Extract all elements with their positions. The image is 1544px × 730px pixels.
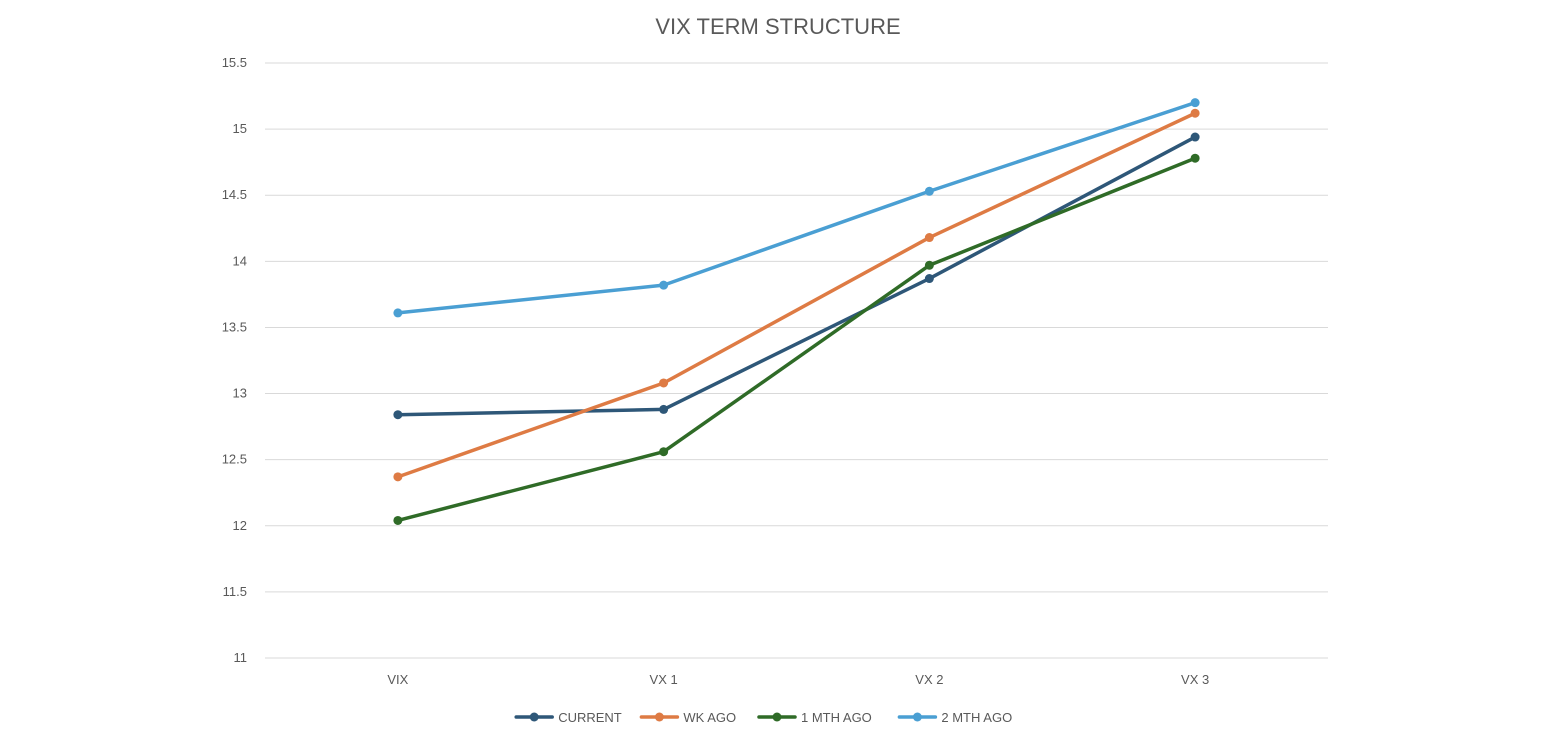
data-point <box>1190 132 1200 142</box>
series-wk-ago <box>393 108 1200 482</box>
x-tick-label: VIX <box>387 672 408 687</box>
data-point <box>659 404 669 414</box>
y-tick-label: 15 <box>233 121 247 136</box>
series-2-mth-ago <box>393 98 1200 318</box>
data-point <box>924 233 934 243</box>
data-point <box>393 472 403 482</box>
legend-item: 1 MTH AGO <box>757 710 872 725</box>
legend-item: 2 MTH AGO <box>897 710 1012 725</box>
data-point <box>924 274 934 284</box>
y-tick-label: 11.5 <box>223 584 247 599</box>
data-point <box>659 378 669 388</box>
legend-label: 2 MTH AGO <box>941 710 1012 725</box>
series-line <box>396 111 1197 479</box>
data-point <box>393 410 403 420</box>
data-point <box>1190 108 1200 118</box>
legend-swatch-marker <box>654 712 664 722</box>
legend-label: 1 MTH AGO <box>801 710 872 725</box>
legend: CURRENT WK AGO 1 MTH AGO 2 MTH AGO <box>514 710 1012 725</box>
y-tick-label: 13 <box>233 386 247 401</box>
data-point <box>659 280 669 290</box>
chart-area: VIX TERM STRUCTURE 11 11.5 12 12.5 13 13.5 14 1… <box>210 0 1352 730</box>
chart-title: VIX TERM STRUCTURE <box>655 14 900 39</box>
chart-svg: VIX TERM STRUCTURE 1111.51212.51313.5141… <box>222 14 1328 725</box>
series-current <box>393 132 1200 420</box>
y-tick-label: 15.5 <box>222 55 247 70</box>
data-point <box>1190 98 1200 108</box>
series-1-mth-ago <box>393 153 1200 525</box>
x-tick-label: VX 2 <box>915 672 943 687</box>
y-tick-label: 13.5 <box>222 319 247 334</box>
data-point <box>924 186 934 196</box>
x-tick-labels: VIX VX 1 VX 2 VX 3 <box>387 672 1209 687</box>
legend-label: WK AGO <box>683 710 736 725</box>
legend-item: CURRENT <box>514 710 622 725</box>
legend-label: CURRENT <box>558 710 622 725</box>
y-tick-label: 12.5 <box>222 452 247 467</box>
legend-swatch-marker <box>772 712 782 722</box>
data-point <box>659 447 669 457</box>
data-point <box>393 308 403 318</box>
legend-item: WK AGO <box>639 710 736 725</box>
y-tick-label: 12 <box>233 518 247 533</box>
y-tick-label: 11 <box>234 650 248 665</box>
series-line <box>396 156 1197 523</box>
y-tick-labels: 11 11.5 12 12.5 13 13.5 14 14.5 15 15.5 <box>222 55 247 665</box>
series-line <box>396 100 1197 315</box>
x-tick-label: VX 1 <box>650 672 678 687</box>
y-tick-label: 14.5 <box>222 187 247 202</box>
legend-swatch-marker <box>529 712 539 722</box>
series-layer <box>393 98 1200 525</box>
data-point <box>393 515 403 525</box>
series-line <box>396 135 1197 417</box>
x-tick-label: VX 3 <box>1181 672 1209 687</box>
y-tick-label: 14 <box>233 253 247 268</box>
legend-swatch-marker <box>912 712 922 722</box>
data-point <box>924 260 934 270</box>
data-point <box>1190 153 1200 163</box>
